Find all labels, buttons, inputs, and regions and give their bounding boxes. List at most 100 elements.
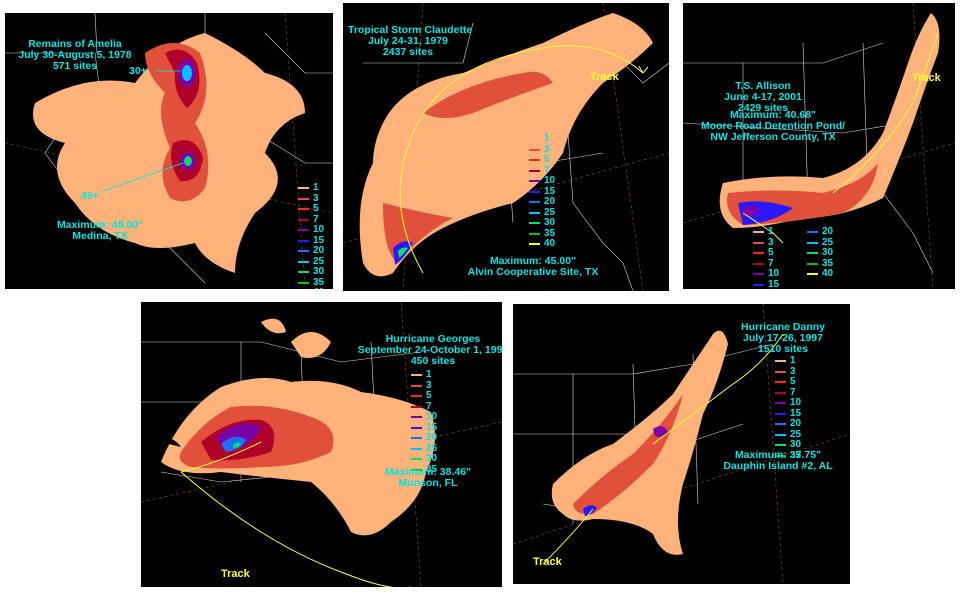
- legend-entry: 25: [807, 237, 847, 249]
- legend-value: 5: [426, 390, 432, 402]
- legend-value: 20: [790, 418, 802, 430]
- storm-title: Tropical Storm Claudette July 24-31, 197…: [348, 24, 473, 58]
- legend-entry: 25: [411, 443, 437, 455]
- legend-value: 10: [768, 268, 780, 280]
- legend-value: 3: [313, 192, 319, 204]
- storm-title: Hurricane Danny July 17-26, 1997 1510 si…: [740, 321, 826, 355]
- legend-swatch: [775, 370, 786, 373]
- rainfall-map-amelia: [5, 13, 333, 289]
- legend-swatch: [807, 241, 818, 244]
- legend-value: 20: [822, 226, 834, 238]
- legend-amelia: 13571015202530354045: [298, 183, 324, 289]
- legend-swatch: [529, 169, 540, 172]
- legend-swatch: [529, 138, 540, 141]
- legend-georges: 1 3 5 7 10 15 20 25 30 35: [411, 370, 437, 475]
- legend-swatch: [775, 433, 786, 436]
- legend-entry: 20: [529, 197, 555, 208]
- storm-title: T.S. Allison June 4-17, 2001 2429 sites: [724, 80, 802, 114]
- legend-value: 35: [313, 276, 325, 288]
- legend-value: 40: [313, 288, 324, 289]
- legend-swatch: [753, 283, 764, 286]
- legend-value: 30: [822, 247, 834, 259]
- legend-value: 7: [313, 213, 319, 225]
- annotation-30-plus: 30+: [129, 65, 147, 77]
- legend-swatch: [529, 190, 540, 193]
- map-panel-claudette: Tropical Storm Claudette July 24-31, 197…: [343, 3, 669, 291]
- legend-entry: 10: [411, 412, 437, 423]
- legend-value: 1: [313, 182, 319, 194]
- map-panel-georges: Hurricane Georges September 24-October 1…: [141, 302, 502, 587]
- legend-entry: 35: [807, 258, 847, 270]
- legend-entry: 20: [775, 419, 801, 430]
- track-label: Track: [590, 71, 619, 83]
- legend-value: 25: [790, 428, 802, 440]
- legend-entry: 5: [775, 377, 801, 388]
- rain-area-light: [719, 13, 940, 228]
- legend-swatch: [411, 384, 422, 387]
- legend-value: 5: [790, 376, 796, 388]
- legend-entry: 40: [298, 288, 324, 289]
- legend-value: 20: [544, 196, 556, 208]
- legend-entry: 20: [298, 246, 324, 257]
- legend-swatch: [529, 159, 540, 162]
- legend-entry: 15: [775, 407, 802, 420]
- legend-entry: 15: [298, 235, 324, 247]
- legend-swatch: [411, 437, 422, 440]
- legend-entry: 1: [529, 134, 555, 145]
- legend-value: 15: [544, 185, 556, 197]
- legend-value: 5: [768, 247, 774, 259]
- legend-entry: 3: [775, 365, 801, 378]
- legend-swatch: [298, 187, 309, 190]
- legend-value: 30: [313, 266, 325, 278]
- legend-value: 7: [790, 386, 796, 398]
- legend-swatch: [807, 252, 818, 255]
- legend-swatch: [298, 218, 309, 221]
- legend-entry: 25: [529, 206, 556, 219]
- legend-danny: 1 3 5 7 10 15 20 25 30 35: [775, 356, 801, 461]
- legend-swatch: [753, 231, 764, 234]
- legend-value: 15: [790, 407, 802, 419]
- legend-entry: 40: [807, 269, 847, 280]
- rain-area-light: [359, 13, 653, 277]
- legend-entry: 30: [807, 248, 847, 259]
- legend-value: 3: [790, 365, 796, 377]
- legend-entry: 3: [298, 192, 324, 205]
- legend-entry: 40: [529, 239, 555, 250]
- legend-swatch: [411, 468, 422, 471]
- legend-entry: [807, 280, 847, 290]
- track-label: Track: [533, 556, 562, 568]
- legend-entry: 20: [807, 227, 847, 238]
- legend-value: 1: [768, 226, 774, 238]
- legend-swatch: [529, 201, 540, 204]
- legend-entry: 35: [529, 228, 555, 240]
- legend-swatch: [753, 252, 764, 255]
- legend-swatch: [529, 180, 540, 183]
- legend-entry: 10: [529, 176, 555, 187]
- legend-value: 15: [426, 421, 438, 433]
- legend-entry: 7: [411, 400, 437, 413]
- legend-entry: 10: [753, 269, 807, 280]
- rain-area-light: [551, 330, 728, 555]
- annotation-45-plus: 45+: [81, 190, 99, 202]
- map-panel-danny: Hurricane Danny July 17-26, 1997 1510 si…: [513, 304, 850, 584]
- legend-value: 3: [426, 379, 432, 391]
- legend-swatch: [298, 250, 309, 253]
- legend-value: 5: [544, 154, 550, 166]
- legend-value: 20: [426, 432, 438, 444]
- legend-value: 25: [313, 255, 325, 267]
- legend-entry: 3: [529, 144, 555, 156]
- maximum-label: Maximum: 38.46" Munson, FL: [384, 466, 472, 489]
- legend-value: 25: [544, 206, 556, 218]
- legend-allison: 1 20 3 25 5 30 7 35 10 40 15: [753, 227, 847, 289]
- legend-value: 7: [768, 257, 774, 269]
- legend-value: 7: [426, 400, 432, 412]
- legend-entry: 35: [775, 450, 801, 462]
- legend-entry: 20: [411, 433, 437, 444]
- storm-title: Remains of Amelia July 30-August 5, 1978…: [18, 38, 132, 72]
- legend-entry: 15: [529, 185, 556, 198]
- legend-entry: 25: [775, 428, 802, 441]
- legend-swatch: [775, 402, 786, 405]
- legend-entry: 10: [298, 225, 324, 236]
- maximum-label: Maximum: 45.00" Alvin Cooperative Site, …: [467, 255, 599, 278]
- legend-swatch: [529, 243, 540, 246]
